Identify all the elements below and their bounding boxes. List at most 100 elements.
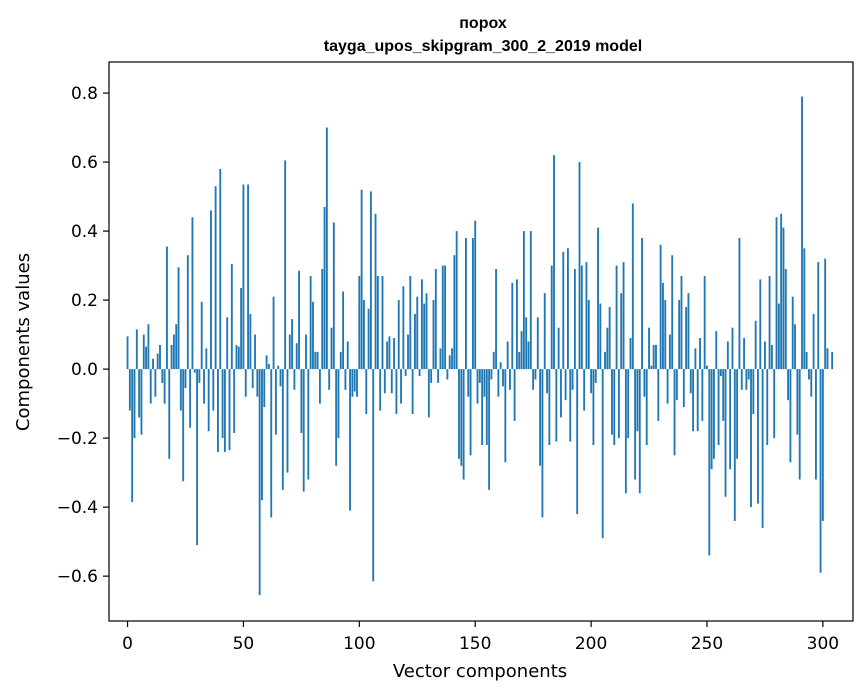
bar-116: [395, 369, 398, 414]
bar-19: [170, 344, 173, 370]
bar-204: [599, 303, 602, 370]
bar-117: [397, 300, 400, 370]
bar-302: [826, 348, 829, 370]
bar-238: [678, 300, 681, 370]
bar-86: [325, 127, 328, 370]
bar-212: [617, 369, 620, 439]
bar-111: [383, 369, 386, 394]
bar-260: [729, 369, 732, 470]
bar-94: [344, 369, 347, 390]
bar-16: [163, 369, 166, 404]
x-tick-label: 50: [233, 634, 255, 654]
bar-84: [321, 269, 324, 370]
bar-105: [369, 191, 372, 370]
bar-106: [372, 369, 375, 582]
bar-268: [747, 369, 750, 380]
bar-211: [615, 265, 618, 370]
bar-20: [172, 334, 175, 370]
bar-213: [620, 293, 623, 370]
bar-227: [652, 344, 655, 370]
bar-73: [295, 343, 298, 370]
bar-155: [485, 369, 488, 446]
bar-226: [650, 365, 653, 370]
bar-108: [376, 275, 379, 370]
bar-72: [293, 369, 296, 390]
bar-91: [337, 369, 340, 439]
bar-5: [138, 369, 141, 418]
bar-130: [427, 369, 430, 418]
bar-286: [789, 369, 792, 463]
bar-276: [766, 369, 769, 446]
bar-82: [316, 351, 319, 370]
bar-235: [671, 255, 674, 370]
bar-168: [515, 279, 518, 370]
bar-48: [237, 346, 240, 370]
bar-196: [580, 265, 583, 370]
bar-293: [805, 351, 808, 370]
x-tick-label: 300: [807, 634, 839, 654]
bar-187: [560, 369, 562, 418]
bar-208: [608, 306, 611, 370]
y-tick-label: 0.2: [71, 291, 98, 311]
bar-146: [465, 237, 467, 370]
bar-137: [444, 265, 447, 370]
bar-138: [446, 369, 449, 380]
bar-283: [782, 227, 785, 370]
y-tick-label: 0.0: [71, 360, 98, 380]
bar-294: [808, 369, 810, 380]
y-tick-label: 0.6: [71, 153, 98, 173]
bar-11: [152, 358, 154, 370]
bar-75: [300, 369, 303, 433]
bar-52: [247, 184, 249, 370]
bar-81: [314, 351, 317, 370]
bar-207: [606, 327, 609, 370]
bar-37: [212, 369, 215, 411]
bar-147: [467, 369, 470, 397]
bar-122: [409, 275, 412, 370]
bar-152: [478, 369, 481, 383]
bar-113: [388, 336, 391, 370]
bar-277: [768, 275, 771, 370]
bar-160: [497, 369, 500, 397]
bar-103: [365, 369, 368, 414]
bar-92: [339, 351, 342, 370]
bar-1: [128, 369, 131, 411]
bar-77: [305, 334, 307, 370]
bar-222: [641, 237, 644, 370]
bar-251: [708, 369, 711, 556]
bar-33: [203, 369, 205, 404]
bar-10: [149, 369, 152, 404]
bar-131: [430, 369, 433, 383]
bar-90: [335, 369, 338, 466]
bar-248: [701, 369, 704, 421]
chart-subtitle: tayga_upos_skipgram_300_2_2019 model: [324, 38, 642, 55]
bar-205: [601, 369, 604, 539]
bar-99: [356, 369, 358, 397]
bar-80: [312, 301, 314, 370]
bar-229: [657, 369, 660, 421]
bar-112: [386, 341, 389, 370]
bar-13: [156, 353, 159, 370]
bar-271: [754, 320, 757, 370]
bar-215: [624, 369, 627, 494]
bar-110: [381, 275, 384, 370]
bar-234: [668, 334, 671, 370]
bar-93: [342, 291, 345, 370]
bar-252: [710, 369, 713, 470]
bar-199: [587, 300, 590, 370]
bar-257: [722, 369, 725, 421]
bar-242: [687, 293, 690, 370]
bar-63: [272, 296, 275, 370]
bar-76: [302, 369, 305, 492]
bar-29: [193, 369, 196, 373]
bar-267: [745, 369, 748, 390]
bar-95: [346, 341, 349, 370]
bar-70: [288, 334, 291, 370]
bar-250: [706, 365, 708, 370]
bar-61: [267, 363, 270, 370]
bar-87: [328, 369, 331, 390]
bar-50: [242, 184, 245, 370]
bar-270: [752, 369, 755, 414]
bar-71: [291, 319, 294, 370]
